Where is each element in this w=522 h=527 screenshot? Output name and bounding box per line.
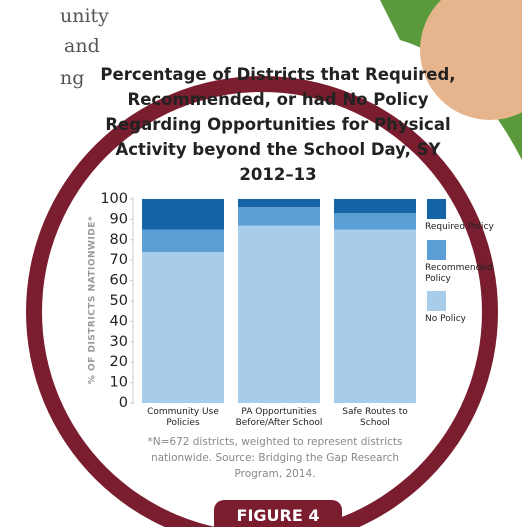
figure-tab	[214, 500, 342, 527]
legend-swatch	[427, 199, 446, 219]
y-tick-label: 20	[110, 354, 128, 370]
bar-segment	[238, 199, 320, 208]
legend-label: No Policy	[425, 314, 466, 324]
legend-swatch	[427, 291, 446, 311]
x-tick-label: PA Opportunities Before/After School	[235, 407, 323, 428]
y-tick-label: 80	[110, 232, 128, 248]
y-tick-label: 0	[119, 395, 128, 411]
x-tick-label: Community Use Policies	[147, 407, 219, 428]
bar-segment	[334, 229, 416, 403]
bar-segment	[334, 199, 416, 214]
y-tick-label: 40	[110, 313, 128, 329]
decor-photo	[420, 0, 522, 120]
text-fragment: and	[64, 35, 100, 57]
legend-label: Required Policy	[425, 222, 494, 232]
y-tick-label: 70	[110, 252, 128, 268]
bar-segment	[142, 199, 224, 230]
bar-segment	[142, 252, 224, 403]
bar-segment	[142, 229, 224, 253]
figure-label: FIGURE 4	[236, 506, 320, 525]
y-tick-label: 100	[100, 191, 128, 207]
bar-segment	[238, 207, 320, 226]
y-tick-label: 90	[110, 211, 128, 227]
legend-swatch	[427, 240, 446, 260]
legend-label: Recommended Policy	[425, 263, 493, 284]
y-tick-label: 60	[110, 273, 128, 289]
bar-segment	[334, 213, 416, 230]
y-tick-label: 30	[110, 334, 128, 350]
y-tick-label: 50	[110, 293, 128, 309]
text-fragment: unity	[60, 5, 109, 27]
footnote: *N=672 districts, weighted to represent …	[147, 436, 403, 480]
y-tick-label: 10	[110, 375, 128, 391]
x-tick-label: Safe Routes to School	[342, 407, 408, 428]
text-fragment: ng	[60, 67, 85, 89]
y-axis-label: % OF DISTRICTS NATIONWIDE*	[88, 216, 98, 384]
chart-title: Percentage of Districts that Required, R…	[100, 65, 456, 184]
bar-segment	[238, 225, 320, 403]
